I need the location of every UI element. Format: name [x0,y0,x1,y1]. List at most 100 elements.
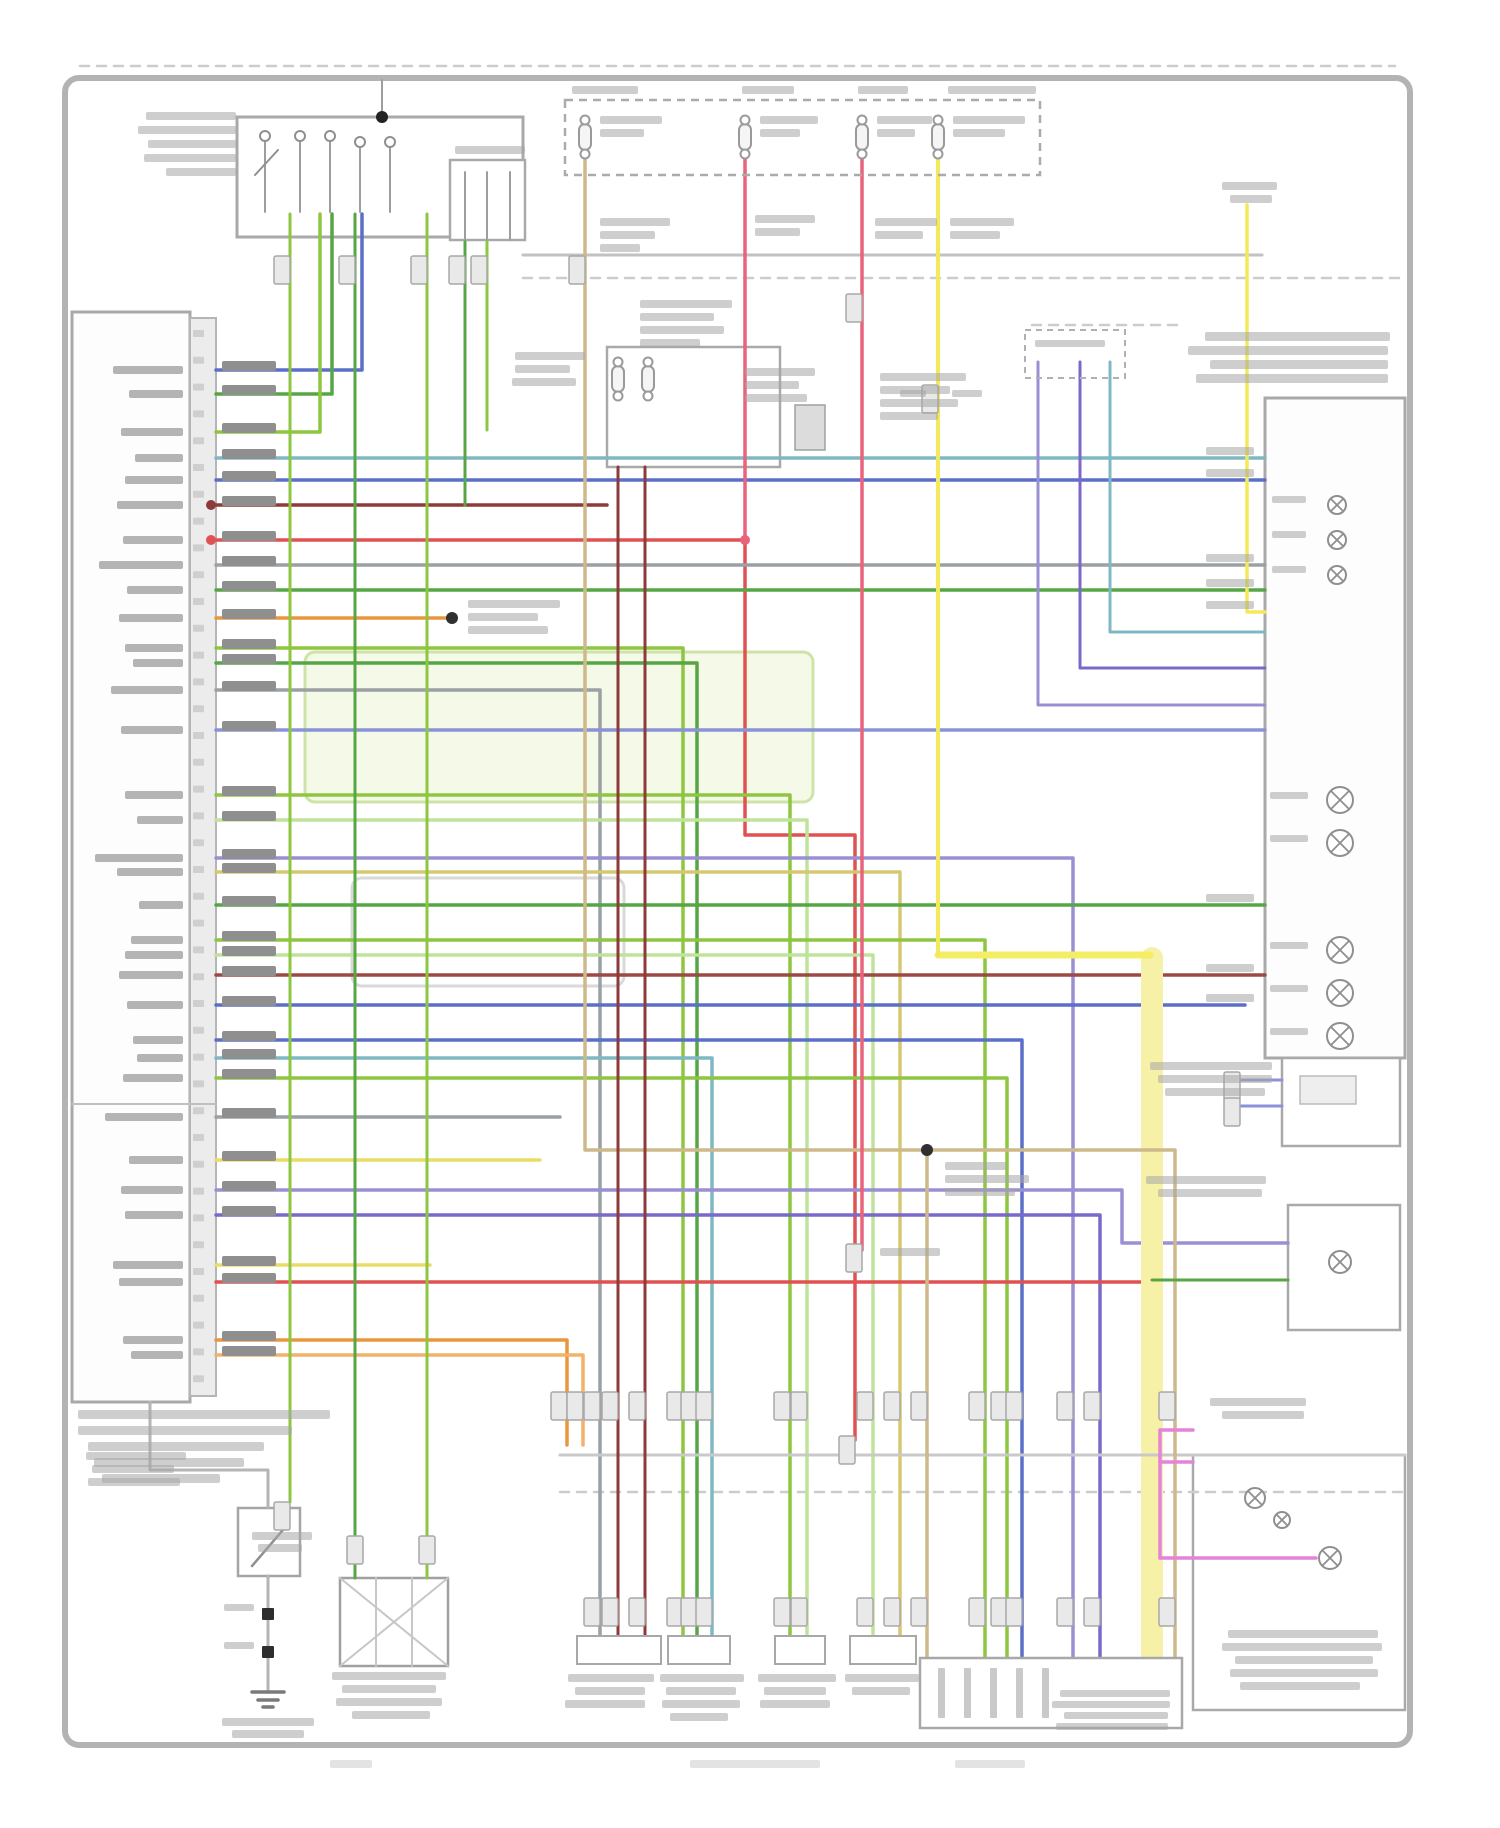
splice-dot [206,535,216,545]
pin-tick [193,1187,204,1195]
pin-label-smudge [125,644,183,652]
pin-label-smudge [125,476,183,484]
pin-label-smudge [127,586,183,594]
label-smudge [575,1687,645,1695]
wire-code-smudge [222,931,276,941]
label-smudge [1056,1723,1168,1730]
label-smudge [877,116,932,124]
wire [1078,360,1267,670]
fuse-panel-box [563,98,1042,177]
sensor-circle-icon [1330,983,1350,1003]
pin-tick [193,1053,204,1061]
pin-tick [193,892,204,900]
label-smudge [144,154,236,162]
pin-tick [193,1000,204,1007]
pin-tick [193,356,204,364]
label-smudge [1240,1682,1360,1690]
pin-label-smudge [137,816,183,824]
wire-code-smudge [222,1181,276,1191]
wire [148,1400,270,1510]
fuse-icon [855,123,869,151]
inline-connector [601,1391,619,1421]
pin-tick [193,919,204,927]
wire-code-smudge [222,654,276,664]
label-smudge [78,1426,292,1435]
splice-dot [446,612,458,624]
pin-tick [193,785,204,793]
inline-connector [566,1391,584,1421]
wire-code-smudge [222,556,276,566]
inline-connector [346,1535,364,1565]
module-wire [214,818,809,1642]
label-smudge [945,1162,1007,1170]
inline-connector [910,1597,928,1627]
pin-label-smudge [133,1036,183,1044]
pin-tick [193,1160,204,1168]
wire-code-smudge [222,609,276,619]
module-wire [214,1056,714,1642]
inline-connector [790,1391,808,1421]
wire-code-smudge [222,1256,276,1266]
pin-label-smudge [119,971,183,979]
label-smudge [515,365,570,373]
label-smudge [166,168,236,176]
label-smudge [953,129,1005,137]
inline-connector [856,1391,874,1421]
label-smudge [1158,1189,1262,1197]
pin-tick [193,1080,204,1088]
module-wire [214,1213,1102,1660]
connector-pin [938,1668,945,1718]
fuse-icon [931,123,945,151]
fuse-icon [856,148,868,160]
wire-code-smudge [222,681,276,691]
inline-connector [680,1391,698,1421]
wire-code-smudge [222,721,276,731]
label-smudge [1052,1701,1170,1708]
wire-code-smudge [222,1331,276,1341]
label-smudge [858,86,908,94]
pin-tick [193,598,204,605]
pin-tick [193,678,204,686]
inline-connector [790,1597,808,1627]
pin-label-smudge [119,614,183,622]
label-smudge [1270,792,1308,799]
wire-code-smudge [222,863,276,873]
fuse-icon [932,148,944,160]
fuse-icon [612,390,624,402]
pin-tick [193,490,204,498]
pin-tick [193,1321,204,1329]
sensor-circle-icon [1329,532,1345,548]
label-smudge [1270,835,1308,842]
pin-label-smudge [125,951,183,959]
label-smudge [1235,1656,1373,1664]
inline-connector [470,255,488,285]
wire-code-smudge [222,1151,276,1161]
pin-label-smudge [117,501,183,509]
label-smudge [224,1604,254,1611]
inline-connector [1083,1597,1101,1627]
pin-tick [193,624,204,632]
label-smudge [258,1544,302,1552]
sensor-circle-icon [354,136,366,148]
label-smudge [78,1410,330,1419]
sensor-circle-icon [259,130,271,142]
inline-connector [910,1391,928,1421]
pin-label-smudge [131,936,183,944]
label-smudge [745,368,815,376]
label-smudge [1272,496,1306,503]
label-smudge [352,1711,430,1719]
connector-terminal [849,1635,917,1665]
label-smudge [600,244,640,252]
inline-connector [550,1391,568,1421]
wire-code-smudge [222,849,276,859]
pin-label-smudge [119,1278,183,1286]
wire-code-smudge [222,786,276,796]
connector-dashed-box [1024,329,1126,379]
inline-connector [628,1597,646,1627]
label-smudge [1222,1643,1382,1651]
label-smudge [760,116,818,124]
pin-label-smudge [123,1336,183,1344]
inline-connector [273,1501,291,1531]
inline-connector [1158,1597,1176,1627]
splice-dot [740,535,750,545]
